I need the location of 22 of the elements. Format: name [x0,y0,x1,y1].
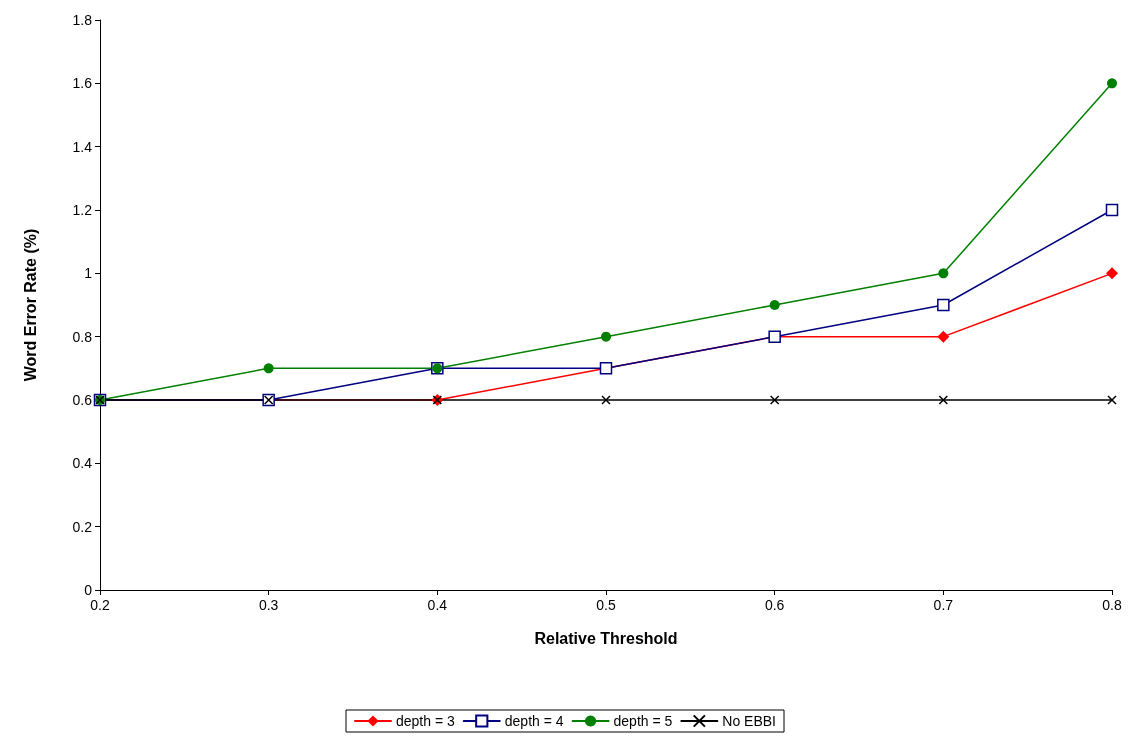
y-tick-label: 0.6 [72,392,93,408]
x-tick-label: 0.7 [933,597,954,613]
y-tick-label: 1.8 [72,12,93,28]
legend-label: No EBBI [722,713,777,729]
x-tick-label: 0.3 [258,597,279,613]
y-tick-label: 0.4 [72,455,93,472]
y-tick-label: 1.2 [72,202,93,218]
y-tick-label: 1.6 [72,75,93,92]
legend-label: depth = 5 [613,713,673,729]
y-tick-label: 0.8 [72,328,93,345]
x-tick-label: 0.5 [596,597,616,613]
y-tick-label: 1 [84,265,93,282]
legend-label: depth = 3 [395,713,455,729]
x-tick-label: 0.4 [427,597,448,613]
y-tick-label: 0.2 [72,518,93,535]
x-tick-label: 0.6 [764,597,785,613]
x-axis-title: Relative Threshold [534,629,678,647]
y-tick-label: 0 [84,582,93,598]
x-tick-label: 0.8 [1102,597,1122,613]
y-axis-title: Word Error Rate (%) [21,228,39,382]
legend-label: depth = 4 [504,713,564,729]
y-tick-label: 1.4 [72,138,93,155]
